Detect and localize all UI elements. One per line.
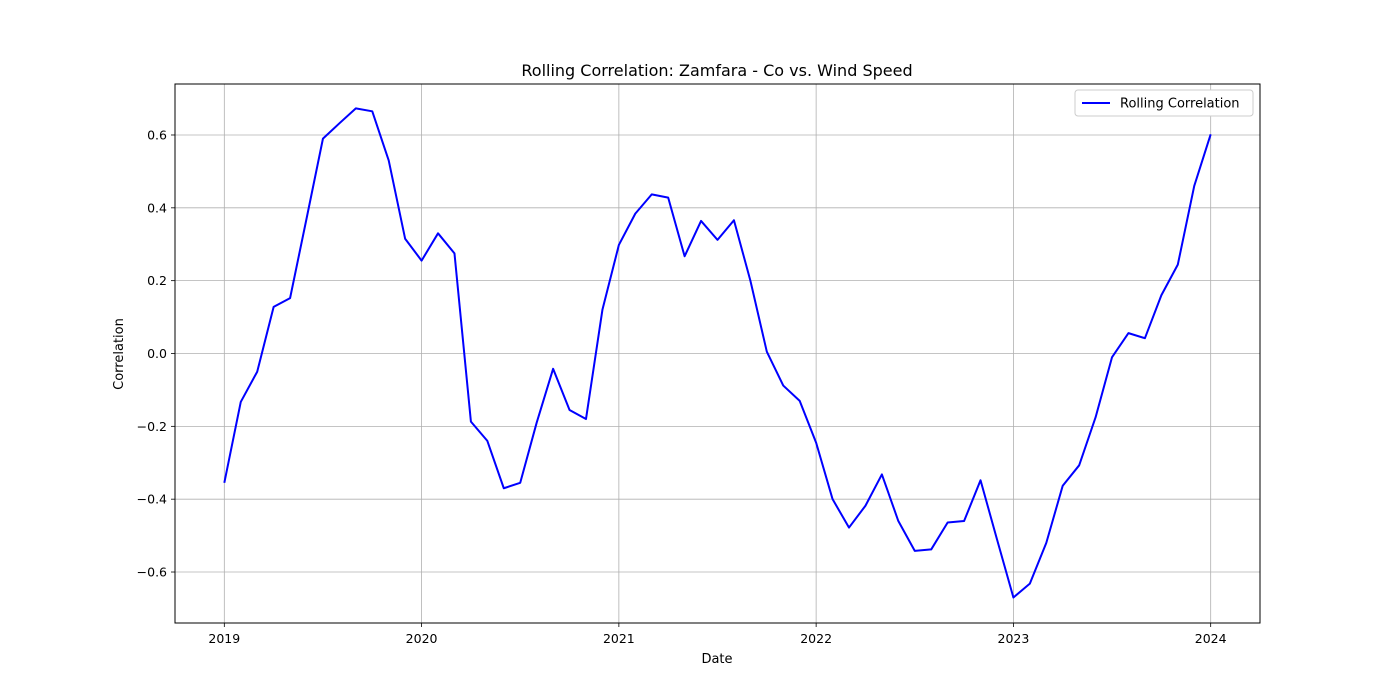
y-tick-label: 0.4 [147,200,167,215]
legend: Rolling Correlation [1074,89,1254,117]
y-tick-label: −0.4 [137,492,167,507]
series-line-rolling-correlation [223,107,1212,599]
x-tick-label: 2022 [800,631,832,646]
series-layer [223,107,1212,599]
x-tick-label: 2021 [603,631,635,646]
legend-label: Rolling Correlation [1120,97,1240,112]
chart-title: Rolling Correlation: Zamfara - Co vs. Wi… [521,61,912,80]
x-tick-label: 2019 [208,631,240,646]
x-tick-label: 2024 [1195,631,1227,646]
legend-box [1074,89,1254,117]
y-tick-label: −0.6 [137,565,167,580]
x-axis-label: Date [701,652,732,667]
x-tick-label: 2023 [998,631,1030,646]
x-axis: 2019 2020 2021 2022 2023 2024 [208,623,1227,646]
y-axis-label: Correlation [112,318,127,390]
grid [175,84,1260,623]
y-axis: −0.6 −0.4 −0.2 0.0 0.2 0.4 0.6 [137,127,175,580]
y-tick-label: 0.6 [147,127,167,142]
y-tick-label: −0.2 [137,419,167,434]
y-tick-label: 0.0 [147,346,167,361]
y-tick-label: 0.2 [147,273,167,288]
x-tick-label: 2020 [406,631,438,646]
